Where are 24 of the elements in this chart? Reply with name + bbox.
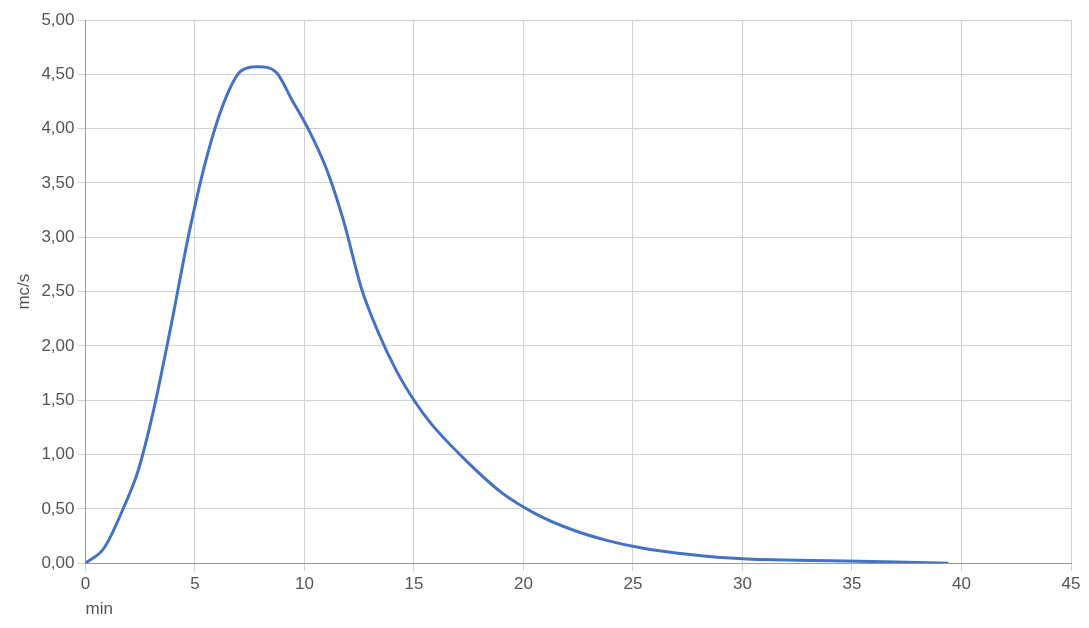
line-series	[85, 65, 950, 564]
x-axis-title: min	[85, 599, 113, 619]
x-tick-label: 25	[623, 574, 643, 594]
y-tick-label: 2,00	[41, 335, 75, 355]
y-tick-label: 0,00	[41, 552, 75, 572]
x-tick-label: 35	[842, 574, 862, 594]
y-tick-label: 3,00	[41, 226, 75, 246]
y-tick-label: 4,50	[41, 64, 75, 84]
y-tick-label: 4,00	[41, 118, 75, 138]
y-axis-title: mc/s	[13, 273, 33, 310]
y-tick-label: 2,50	[41, 281, 75, 301]
y-tick-label: 0,50	[41, 498, 75, 518]
y-tick-label: 1,50	[41, 389, 75, 409]
x-tick-label: 10	[295, 574, 314, 594]
x-tick-label: 5	[190, 574, 200, 594]
x-tick-label: 40	[952, 574, 971, 594]
x-tick-label: 45	[1061, 574, 1081, 594]
x-tick-label: 15	[404, 574, 424, 594]
y-tick-label: 5,00	[41, 9, 75, 29]
y-tick-label: 3,50	[41, 172, 75, 192]
x-tick-label: 20	[514, 574, 533, 594]
y-tick-label: 1,00	[41, 444, 75, 464]
x-tick-label: 30	[733, 574, 752, 594]
x-tick-label: 0	[80, 574, 91, 594]
